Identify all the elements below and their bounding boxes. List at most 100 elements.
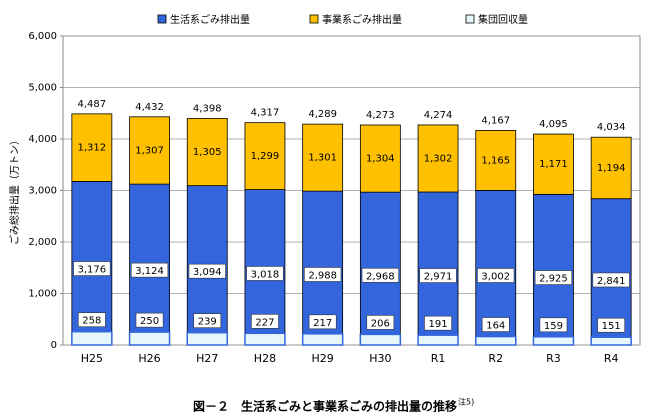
bar-segment <box>532 336 575 346</box>
total-label: 4,274 <box>424 110 453 121</box>
bar-segment <box>302 123 344 192</box>
bar-segment <box>186 118 228 187</box>
value-label: 2,988 <box>308 270 337 281</box>
value-label-box <box>130 262 169 278</box>
y-tick-label: 0 <box>51 340 57 351</box>
value-label-box <box>78 312 106 328</box>
value-label: 258 <box>82 316 101 327</box>
total-label: 4,034 <box>597 122 626 133</box>
bar-segment <box>417 334 459 346</box>
legend-label: 集団回収量 <box>478 13 528 26</box>
y-axis-label: ごみ総排出量（万トン） <box>8 135 21 245</box>
value-label: 1,165 <box>481 155 510 166</box>
value-label: 2,971 <box>424 272 453 283</box>
y-tick-label: 6,000 <box>28 31 57 42</box>
value-label-box <box>361 267 399 283</box>
x-tick-label: R3 <box>546 352 561 365</box>
bar-segment <box>71 330 113 346</box>
value-label: 3,002 <box>481 271 510 282</box>
value-label: 1,305 <box>193 147 222 158</box>
bar-segment <box>359 124 401 193</box>
bar-segment <box>475 129 517 191</box>
x-tick-label: H30 <box>369 352 391 365</box>
value-label-box <box>424 315 452 331</box>
total-label: 4,167 <box>481 115 510 126</box>
value-label-box <box>304 267 342 282</box>
total-label: 4,398 <box>193 104 222 115</box>
legend-label: 事業系ごみ排出量 <box>322 13 402 26</box>
value-label: 250 <box>140 316 159 327</box>
value-label: 1,299 <box>251 151 280 162</box>
bar-segment <box>244 122 286 190</box>
value-label: 227 <box>255 317 274 328</box>
value-label-box <box>251 314 279 329</box>
value-label: 2,968 <box>366 271 395 282</box>
value-label: 1,301 <box>308 153 337 164</box>
value-label: 1,302 <box>424 153 453 164</box>
value-label: 206 <box>371 318 390 329</box>
legend-swatch <box>465 14 475 24</box>
total-label: 4,487 <box>78 99 107 110</box>
value-label-box <box>135 312 164 328</box>
x-tick-label: H25 <box>81 352 103 365</box>
legend-swatch <box>309 14 319 24</box>
value-label: 191 <box>429 319 448 330</box>
value-label-box <box>597 317 625 333</box>
bar-segment <box>590 136 632 200</box>
x-tick-label: R2 <box>488 352 503 365</box>
value-label: 1,312 <box>78 143 107 154</box>
chart-title: 図－２ 生活系ごみと事業系ごみの排出量の推移 <box>193 399 457 414</box>
value-label-box <box>481 317 510 332</box>
bar-segment <box>128 331 171 346</box>
bar-segment <box>475 335 517 346</box>
x-tick-label: R1 <box>431 352 446 365</box>
value-label-box <box>419 268 457 283</box>
value-label: 217 <box>313 318 332 329</box>
value-label: 3,018 <box>251 269 280 280</box>
bar-segment <box>417 124 459 193</box>
legend-swatch <box>157 14 167 24</box>
bar-segment <box>590 336 632 346</box>
total-label: 4,317 <box>251 108 280 119</box>
bar-segment <box>129 116 170 185</box>
value-label: 1,304 <box>366 154 395 165</box>
value-label-box <box>308 314 337 330</box>
y-tick-label: 4,000 <box>28 134 57 145</box>
bar-segment <box>359 333 402 346</box>
value-label: 3,176 <box>78 265 107 276</box>
value-label-box <box>592 272 630 288</box>
value-label: 2,925 <box>539 274 568 285</box>
bar-segment <box>533 133 574 195</box>
value-label-box <box>366 315 395 330</box>
x-tick-label: H29 <box>312 352 334 365</box>
value-label-box <box>73 261 111 276</box>
total-label: 4,432 <box>135 102 164 113</box>
value-label-box <box>539 317 568 333</box>
value-label-box <box>188 263 226 279</box>
value-label: 239 <box>198 317 217 328</box>
value-label: 1,307 <box>135 145 164 156</box>
value-label-box <box>193 313 222 328</box>
x-tick-label: H26 <box>138 352 160 365</box>
value-label: 3,094 <box>193 267 222 278</box>
value-label-box <box>477 268 515 283</box>
value-label: 2,841 <box>597 276 626 287</box>
total-label: 4,273 <box>366 110 395 121</box>
value-label: 1,171 <box>539 159 568 170</box>
value-label: 151 <box>602 321 621 332</box>
value-label-box <box>534 270 573 285</box>
bar-segment <box>71 113 113 182</box>
x-tick-label: H28 <box>254 352 276 365</box>
total-label: 4,289 <box>308 109 337 120</box>
y-tick-label: 5,000 <box>28 83 57 94</box>
x-tick-label: R4 <box>604 352 619 365</box>
y-tick-label: 2,000 <box>28 237 57 248</box>
y-tick-label: 1,000 <box>28 289 57 300</box>
value-label: 159 <box>544 321 563 332</box>
title-note: 注5) <box>458 397 474 407</box>
bar-segment <box>301 333 344 346</box>
value-label-box <box>246 266 284 281</box>
bar-segment <box>186 331 228 346</box>
value-label: 3,124 <box>135 266 164 277</box>
